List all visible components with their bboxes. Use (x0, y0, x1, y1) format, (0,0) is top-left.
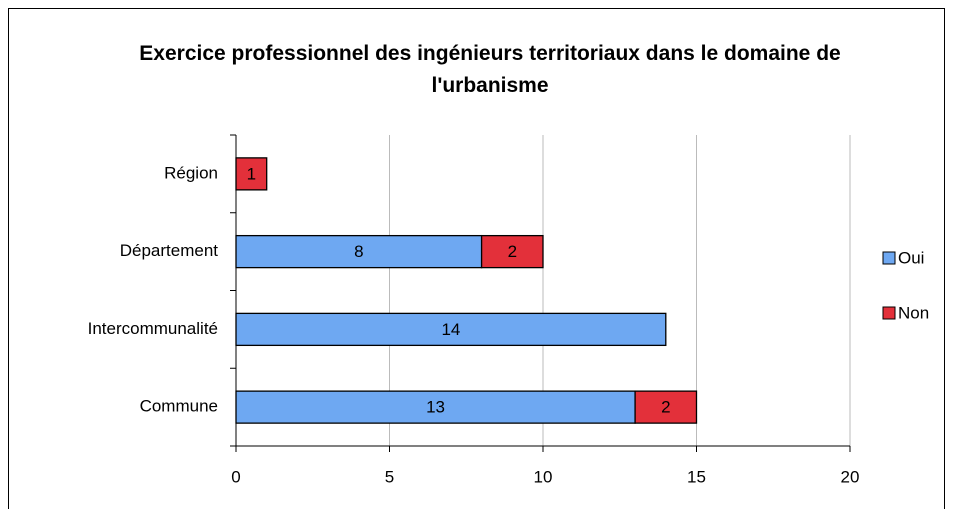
bar-value-label: 14 (441, 320, 460, 339)
y-tick-label: Commune (140, 397, 218, 416)
legend-label: Non (898, 303, 929, 322)
bar-value-label: 8 (354, 242, 363, 261)
bar-value-label: 2 (661, 398, 670, 417)
bar-value-label: 2 (508, 242, 517, 261)
legend-swatch (882, 306, 896, 320)
x-tick-label: 10 (534, 467, 553, 486)
bar (235, 157, 268, 191)
bar (634, 390, 698, 424)
bar-value-label: 1 (247, 164, 256, 183)
x-tick-label: 5 (385, 467, 394, 486)
bar (235, 234, 483, 269)
x-tick-label: 0 (231, 467, 240, 486)
y-tick-label: Région (164, 163, 218, 182)
y-tick-label: Intercommunalité (88, 319, 218, 338)
chart-title: Exercice professionnel des ingénieurs te… (139, 42, 841, 97)
x-tick-label: 15 (687, 467, 706, 486)
legend-label: Oui (898, 248, 924, 267)
bar (480, 234, 544, 269)
bar (235, 312, 667, 347)
bar-value-label: 13 (426, 398, 445, 417)
y-tick-label: Département (120, 241, 219, 260)
bar (235, 390, 636, 424)
legend-swatch (882, 251, 896, 265)
x-tick-label: 20 (841, 467, 860, 486)
